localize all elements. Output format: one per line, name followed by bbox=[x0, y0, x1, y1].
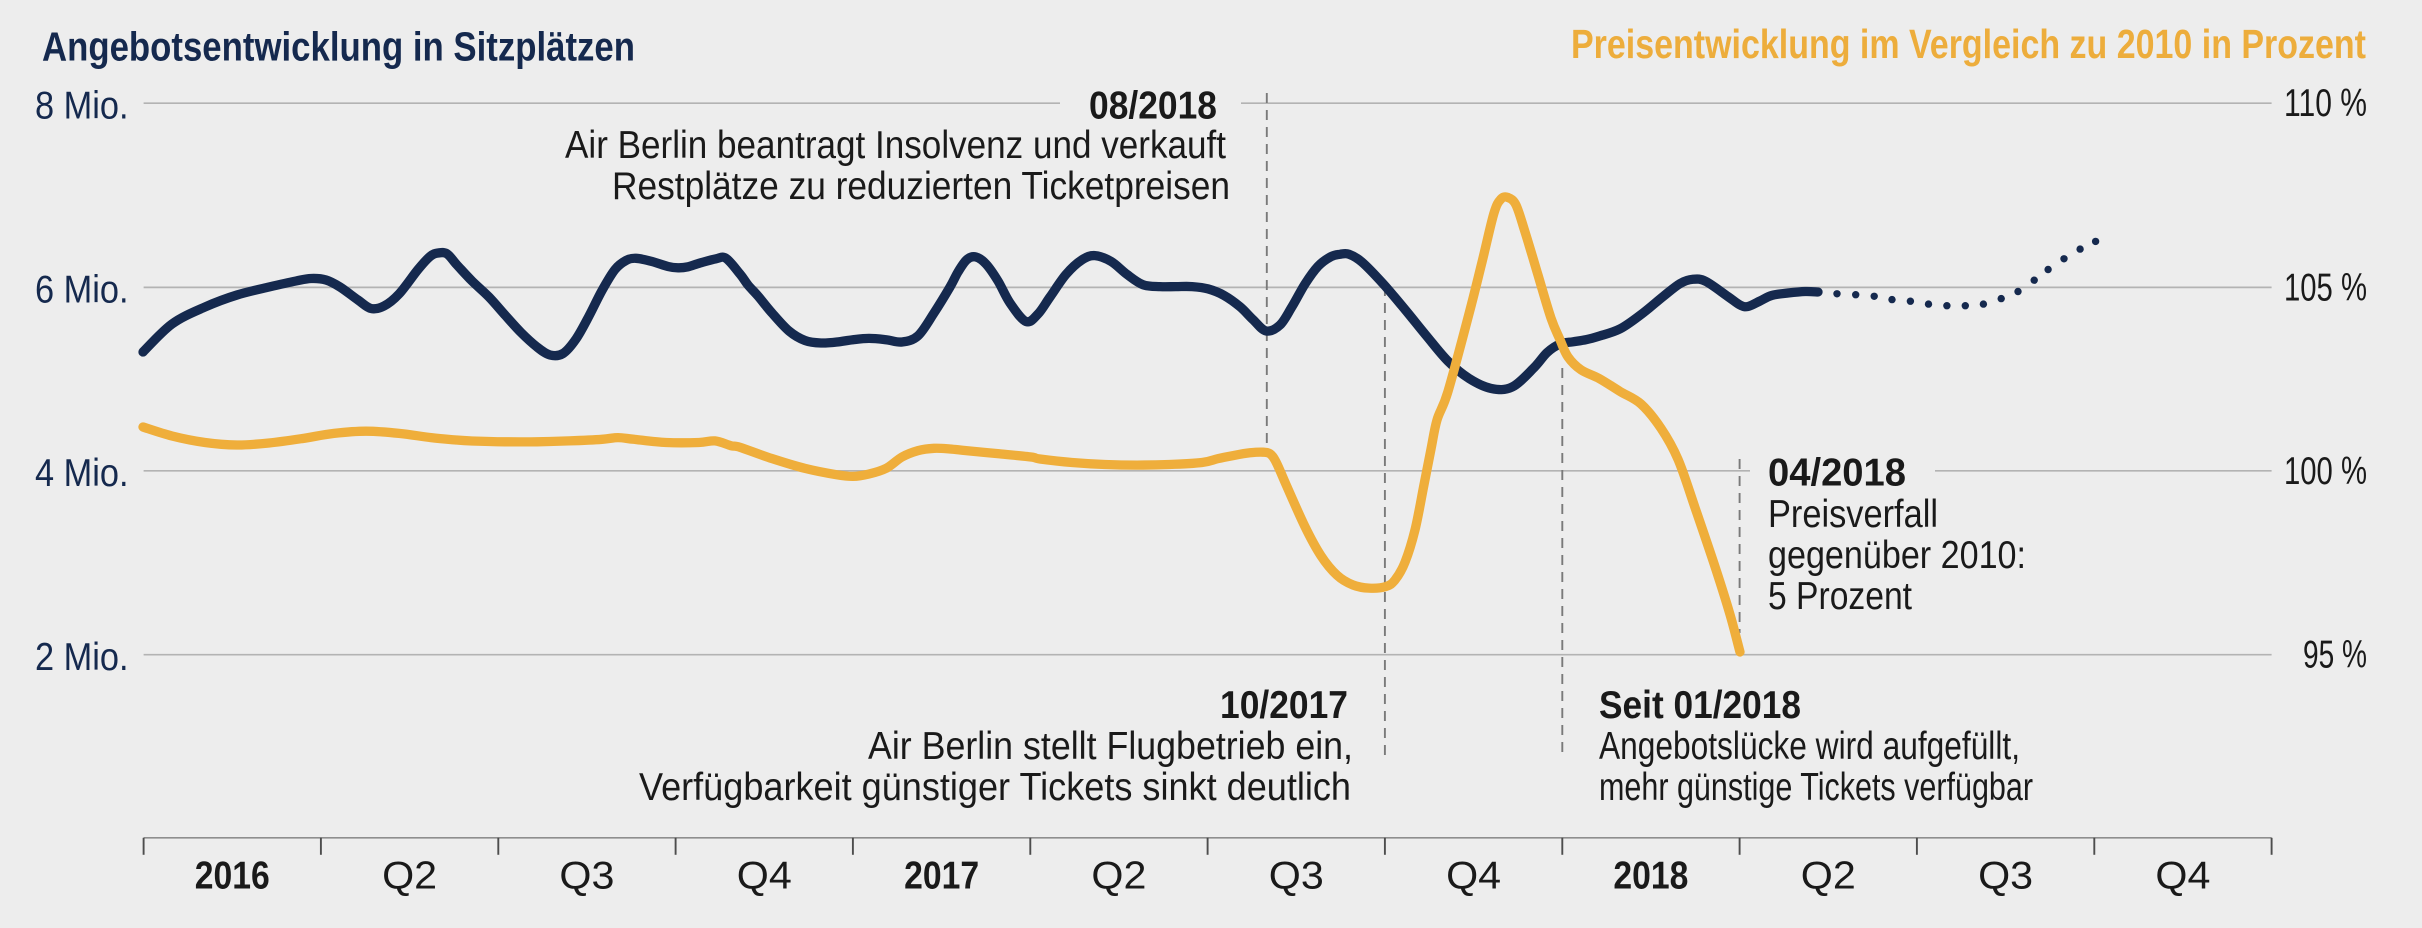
svg-text:Preisverfall: Preisverfall bbox=[1768, 493, 1938, 536]
svg-text:10/2017: 10/2017 bbox=[1220, 684, 1348, 727]
svg-text:95 %: 95 % bbox=[2303, 634, 2367, 677]
svg-text:Q4: Q4 bbox=[2155, 854, 2210, 897]
svg-text:08/2018: 08/2018 bbox=[1089, 85, 1217, 128]
svg-text:2016: 2016 bbox=[195, 854, 270, 897]
svg-text:Preisentwicklung im Vergleich: Preisentwicklung im Vergleich zu 2010 in… bbox=[1571, 21, 2366, 67]
svg-text:Angebotslücke wird aufgefüllt,: Angebotslücke wird aufgefüllt, bbox=[1599, 725, 2020, 768]
svg-text:Verfügbarkeit günstiger Ticket: Verfügbarkeit günstiger Tickets sinkt de… bbox=[639, 766, 1351, 809]
svg-text:Angebotsentwicklung in Sitzplä: Angebotsentwicklung in Sitzplätzen bbox=[42, 23, 635, 69]
svg-text:Q4: Q4 bbox=[1446, 854, 1501, 897]
svg-text:Q3: Q3 bbox=[559, 854, 614, 897]
svg-text:100 %: 100 % bbox=[2284, 450, 2367, 493]
svg-text:Air Berlin beantragt Insolvenz: Air Berlin beantragt Insolvenz und verka… bbox=[565, 124, 1226, 167]
svg-text:6 Mio.: 6 Mio. bbox=[35, 269, 129, 312]
svg-text:Q2: Q2 bbox=[1801, 854, 1856, 897]
svg-text:Seit 01/2018: Seit 01/2018 bbox=[1599, 684, 1801, 727]
svg-text:Q2: Q2 bbox=[382, 854, 437, 897]
svg-text:Q4: Q4 bbox=[737, 854, 792, 897]
svg-text:gegenüber 2010:: gegenüber 2010: bbox=[1768, 534, 2026, 577]
svg-text:2 Mio.: 2 Mio. bbox=[35, 636, 129, 679]
svg-text:8 Mio.: 8 Mio. bbox=[35, 85, 129, 128]
svg-text:2018: 2018 bbox=[1613, 854, 1688, 897]
svg-text:5 Prozent: 5 Prozent bbox=[1768, 575, 1912, 618]
svg-text:105 %: 105 % bbox=[2284, 266, 2367, 309]
svg-text:04/2018: 04/2018 bbox=[1768, 452, 1906, 495]
svg-text:4 Mio.: 4 Mio. bbox=[35, 452, 129, 495]
svg-text:mehr günstige Tickets verfügba: mehr günstige Tickets verfügbar bbox=[1599, 766, 2033, 809]
svg-text:110 %: 110 % bbox=[2284, 82, 2367, 125]
svg-text:Restplätze zu reduzierten Tick: Restplätze zu reduzierten Ticketpreisen bbox=[612, 165, 1230, 208]
svg-text:Q3: Q3 bbox=[1978, 854, 2033, 897]
svg-text:2017: 2017 bbox=[904, 854, 979, 897]
svg-text:Air Berlin stellt Flugbetrieb: Air Berlin stellt Flugbetrieb ein, bbox=[868, 725, 1353, 768]
svg-text:Q2: Q2 bbox=[1091, 854, 1146, 897]
svg-text:Q3: Q3 bbox=[1269, 854, 1324, 897]
